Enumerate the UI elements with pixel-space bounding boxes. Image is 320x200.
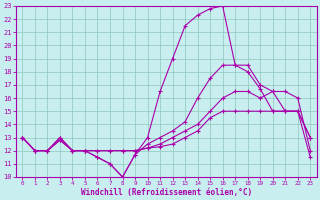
- X-axis label: Windchill (Refroidissement éolien,°C): Windchill (Refroidissement éolien,°C): [81, 188, 252, 197]
